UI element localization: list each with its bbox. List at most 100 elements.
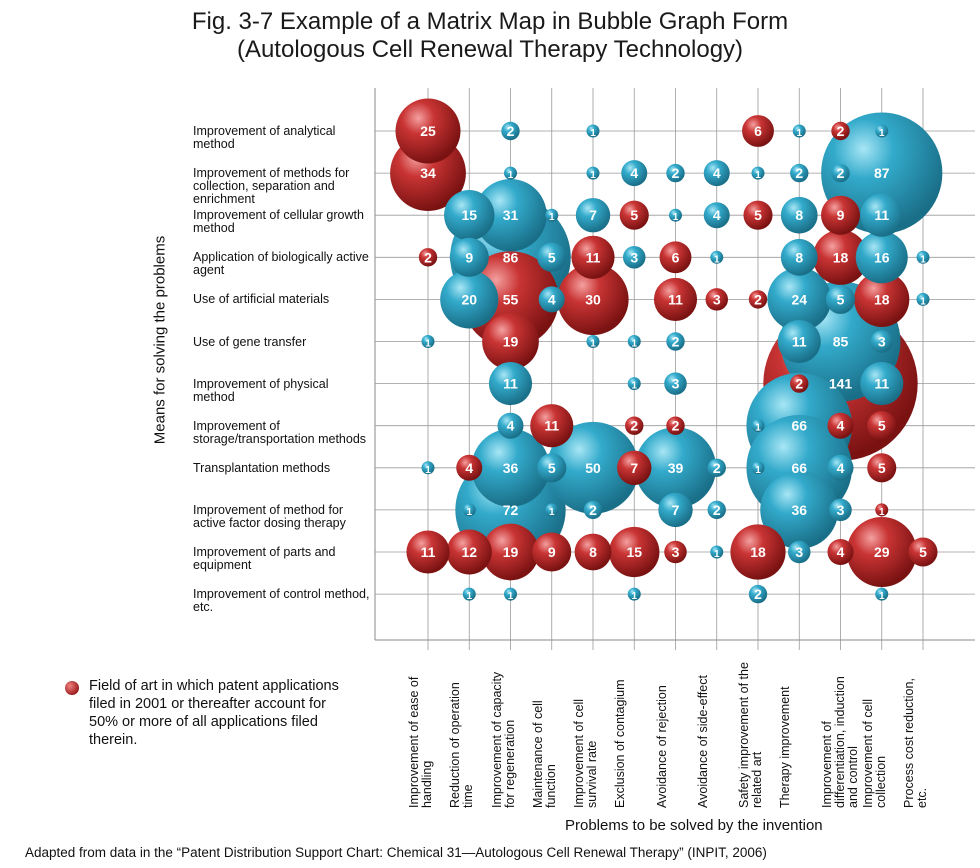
bubble-value-label: 4 xyxy=(713,165,721,181)
column-label: Improvement of cell survival rate xyxy=(572,698,599,808)
bubble-value-label: 1 xyxy=(879,591,885,602)
bubble-blue xyxy=(707,500,726,520)
bubble-red xyxy=(831,121,850,141)
bubble-value-label: 18 xyxy=(833,249,849,265)
bubble-blue xyxy=(462,503,476,517)
bubble-value-label: 1 xyxy=(508,591,514,602)
row-label: Application of biologically active agent xyxy=(193,250,369,278)
bubble-value-label: 36 xyxy=(791,502,807,518)
bubble-red xyxy=(867,453,897,483)
bubble-value-label: 50 xyxy=(585,460,601,476)
bubble-value-label: 9 xyxy=(465,249,473,265)
bubble-value-label: 3 xyxy=(630,249,638,265)
bubble-value-label: 3 xyxy=(713,291,721,307)
bubble-value-label: 87 xyxy=(874,165,890,181)
bubble-blue xyxy=(497,412,524,439)
bubble-blue xyxy=(751,419,765,433)
bubble-value-label: 2 xyxy=(672,418,680,434)
bubble-blue xyxy=(664,372,687,395)
bubble-blue xyxy=(707,458,726,477)
bubble-blue xyxy=(634,427,717,509)
bubble-value-label: 25 xyxy=(420,123,436,139)
bubble-blue xyxy=(622,246,646,269)
bubble-value-label: 85 xyxy=(833,334,849,350)
bubble-red xyxy=(908,537,938,567)
bubble-blue xyxy=(870,330,894,353)
bubble-value-label: 1 xyxy=(920,296,926,307)
bubble-blue xyxy=(787,540,811,564)
legend-text: Field of art in which patent application… xyxy=(89,678,339,748)
bubble-blue xyxy=(767,267,832,332)
bubble-value-label: 7 xyxy=(672,502,680,518)
bubble-value-label: 5 xyxy=(548,460,556,476)
bubble-value-label: 4 xyxy=(465,460,473,476)
row-label: Improvement of parts and equipment xyxy=(193,545,336,572)
bubble-value-label: 1 xyxy=(714,549,720,560)
chart-title-line-1: Fig. 3-7 Example of a Matrix Map in Bubb… xyxy=(191,8,789,35)
bubble-value-label: 5 xyxy=(878,460,886,476)
bubble-blue xyxy=(586,166,600,180)
bubble-value-label: 3 xyxy=(672,376,680,392)
bubble-red xyxy=(666,416,685,435)
bubble-blue xyxy=(916,292,930,306)
bubble-red xyxy=(846,516,917,588)
bubble-blue xyxy=(586,124,600,138)
bubble-value-label: 1 xyxy=(714,254,720,265)
bubble-value-label: 4 xyxy=(548,291,556,307)
bubble-blue xyxy=(916,250,930,264)
bubble-value-label: 1 xyxy=(920,254,926,265)
bubble-blue xyxy=(860,193,904,237)
source-note: Adapted from data in the “Patent Distrib… xyxy=(25,845,767,860)
column-label: Improvement of differentiation, inductio… xyxy=(819,676,860,808)
bubble-red xyxy=(574,533,612,571)
bubble-blue xyxy=(471,428,550,507)
bubble-value-label: 2 xyxy=(589,502,597,518)
bubble-value-label: 86 xyxy=(503,249,519,265)
bubble-value-label: 19 xyxy=(503,544,519,560)
bubble-value-label: 1 xyxy=(879,128,885,139)
column-label: Safety improvement of the related art xyxy=(737,662,764,808)
bubble-value-label: 29 xyxy=(874,544,890,560)
row-label: Improvement of physical method xyxy=(193,376,329,404)
bubble-blue xyxy=(666,332,685,351)
bubble-value-label: 11 xyxy=(792,334,807,350)
bubble-value-label: 1 xyxy=(549,212,555,223)
bubble-blue xyxy=(440,270,499,329)
bubble-blue xyxy=(792,124,806,138)
bubble-value-label: 4 xyxy=(837,418,845,434)
bubble-red xyxy=(790,374,809,393)
bubble-blue xyxy=(831,163,850,183)
bubble-value-label: 2 xyxy=(837,165,845,181)
bubble-value-label: 12 xyxy=(461,544,477,560)
bubble-value-label: 36 xyxy=(503,460,519,476)
bubble-blue xyxy=(777,319,821,364)
bubble-value-label: 11 xyxy=(874,207,889,223)
bubble-red xyxy=(482,313,539,370)
bubble-value-label: 18 xyxy=(750,544,766,560)
bubble-value-label: 2 xyxy=(754,586,762,602)
bubble-value-label: 3 xyxy=(878,334,886,350)
bubble-value-label: 1 xyxy=(879,507,885,518)
bubble-red xyxy=(446,529,492,575)
bubble-value-label: 1 xyxy=(796,128,802,139)
chart-title-line-2: (Autologous Cell Renewal Therapy Technol… xyxy=(236,36,744,63)
bubble-blue xyxy=(547,421,639,514)
bubble-value-label: 141 xyxy=(829,376,853,392)
bubble-value-label: 1 xyxy=(631,339,637,350)
bubble-value-label: 9 xyxy=(837,207,845,223)
bubble-value-label: 4 xyxy=(507,418,515,434)
column-label: Improvement of cell collection xyxy=(860,698,888,808)
bubble-blue xyxy=(780,238,818,276)
bubble-blue xyxy=(627,377,641,391)
column-label: Exclusion of contagium xyxy=(613,679,628,808)
bubble-red xyxy=(659,241,692,274)
bubble-red xyxy=(748,290,768,309)
bubble-blue xyxy=(421,461,435,475)
bubble-red xyxy=(571,235,615,279)
bubble-value-label: 1 xyxy=(631,591,637,602)
bubble-value-label: 19 xyxy=(503,334,519,350)
bubble-blue xyxy=(501,121,520,141)
bubble-value-label: 11 xyxy=(586,249,601,265)
bubble-value-label: 1 xyxy=(755,465,761,476)
bubble-blue xyxy=(449,237,489,277)
